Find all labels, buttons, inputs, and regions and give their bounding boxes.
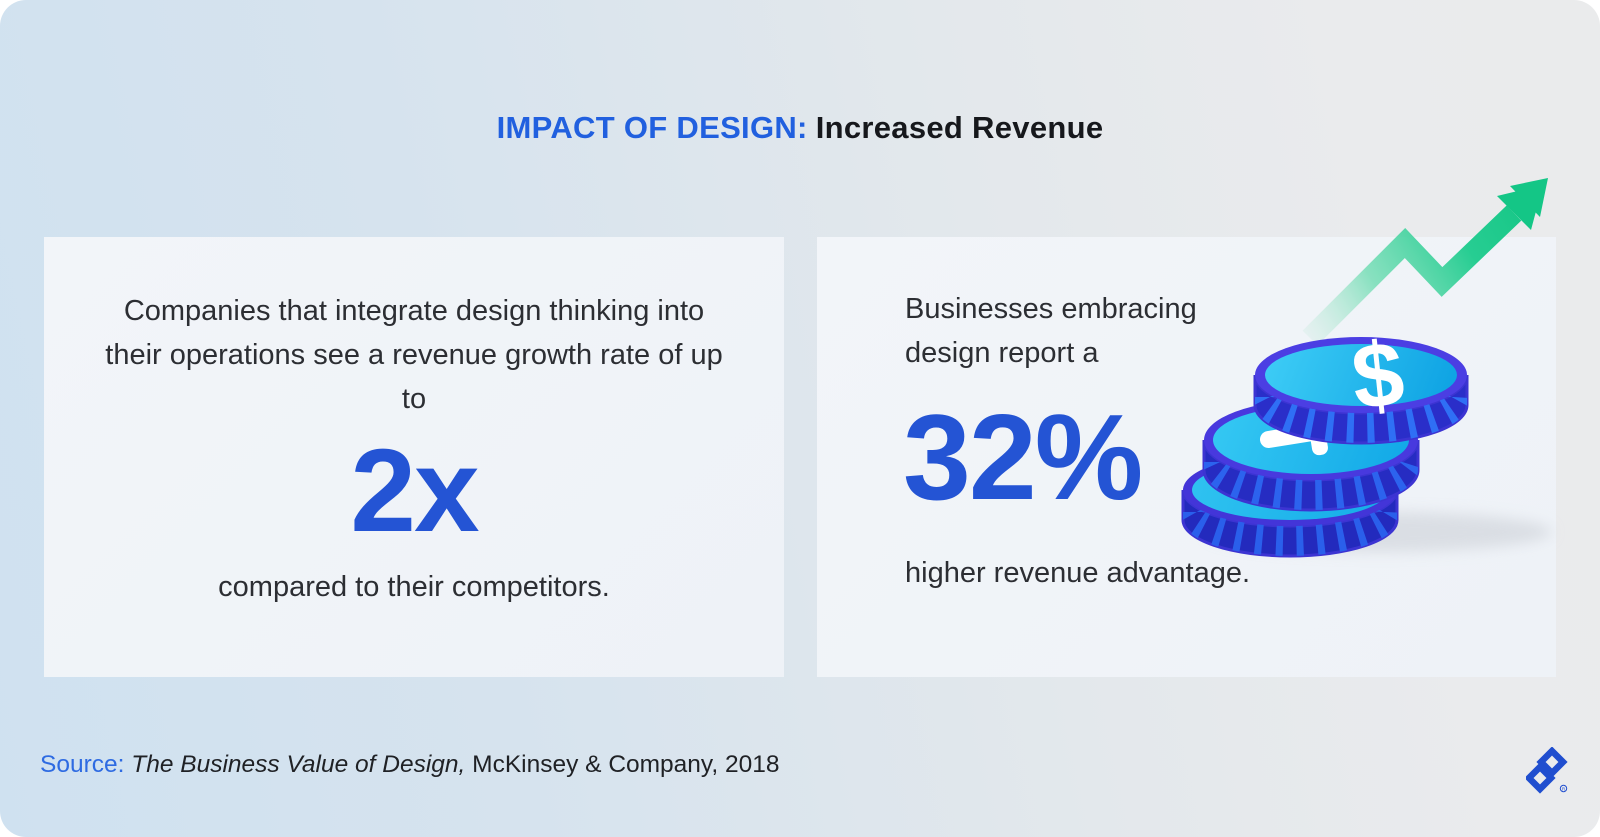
source-work-title: The Business Value of Design, [131, 751, 466, 778]
source-label: Source: [40, 751, 132, 778]
title-highlight: IMPACT OF DESIGN: [496, 110, 808, 145]
stat-value-32pct: 32% [903, 389, 1143, 525]
stat-card-revenue-advantage: Businesses embracing design report a 32%… [817, 237, 1556, 677]
card-lead-text: Businesses embracing design report a [905, 293, 1197, 369]
svg-text:R: R [1562, 787, 1566, 792]
card-tail-text: higher revenue advantage. [905, 557, 1251, 589]
title-rest: Increased Revenue [815, 110, 1104, 145]
registered-mark [1559, 784, 1568, 793]
toptal-logo-icon: R [1526, 747, 1568, 794]
page-title: IMPACT OF DESIGN: Increased Revenue [0, 110, 1600, 146]
stat-card-design-thinking: Companies that integrate design thinking… [44, 237, 784, 677]
source-citation: Source: The Business Value of Design, Mc… [40, 751, 780, 779]
stat-value-2x: 2x [350, 425, 479, 557]
source-attribution: McKinsey & Company, 2018 [465, 751, 780, 778]
card-tail-text: compared to their competitors. [218, 571, 610, 603]
card-lead-text: Companies that integrate design thinking… [105, 295, 723, 415]
